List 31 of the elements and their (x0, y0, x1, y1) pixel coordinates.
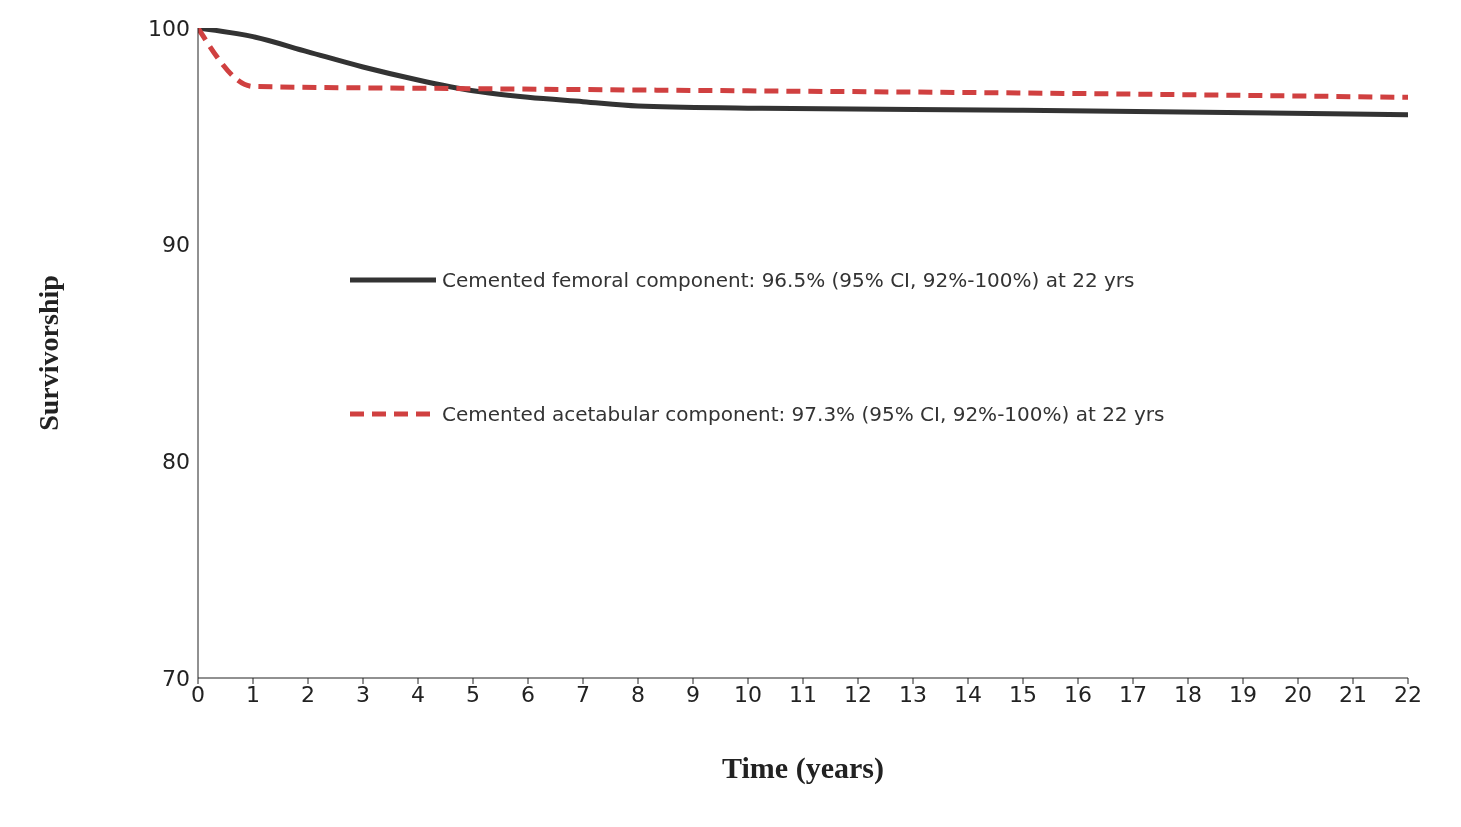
x-tick-label: 6 (521, 681, 535, 707)
x-tick-label: 8 (631, 681, 645, 707)
x-tick-label: 14 (954, 681, 982, 707)
x-tick-label: 3 (356, 681, 370, 707)
x-tick-label: 16 (1064, 681, 1092, 707)
y-tick-label: 90 (162, 232, 190, 258)
x-tick-label: 13 (899, 681, 927, 707)
x-tick-label: 20 (1284, 681, 1312, 707)
x-tick-label: 15 (1009, 681, 1037, 707)
x-tick-label: 12 (844, 681, 872, 707)
x-tick-label: 22 (1394, 681, 1422, 707)
x-tick-label: 19 (1229, 681, 1257, 707)
x-tick-label: 7 (576, 681, 590, 707)
x-tick-label: 11 (789, 681, 817, 707)
y-tick-label: 100 (148, 15, 190, 41)
x-tick-label: 18 (1174, 681, 1202, 707)
x-tick-label: 9 (686, 681, 700, 707)
x-tick-label: 4 (411, 681, 425, 707)
y-axis-title: Survivorship (32, 275, 64, 431)
x-tick-label: 2 (301, 681, 315, 707)
x-tick-label: 21 (1339, 681, 1367, 707)
x-tick-label: 17 (1119, 681, 1147, 707)
x-tick-label: 5 (466, 681, 480, 707)
y-tick-label: 70 (162, 665, 190, 691)
x-tick-label: 0 (191, 681, 205, 707)
x-axis-title: Time (years) (722, 751, 884, 785)
legend-label: Cemented femoral component: 96.5% (95% CI, 92%-100%) at 22 yrs (442, 268, 1135, 292)
x-tick-label: 1 (246, 681, 260, 707)
y-tick-label: 80 (162, 449, 190, 475)
legend-label: Cemented acetabular component: 97.3% (95% CI, 92%-100%) at 22 yrs (442, 402, 1165, 426)
x-tick-label: 10 (734, 681, 762, 707)
